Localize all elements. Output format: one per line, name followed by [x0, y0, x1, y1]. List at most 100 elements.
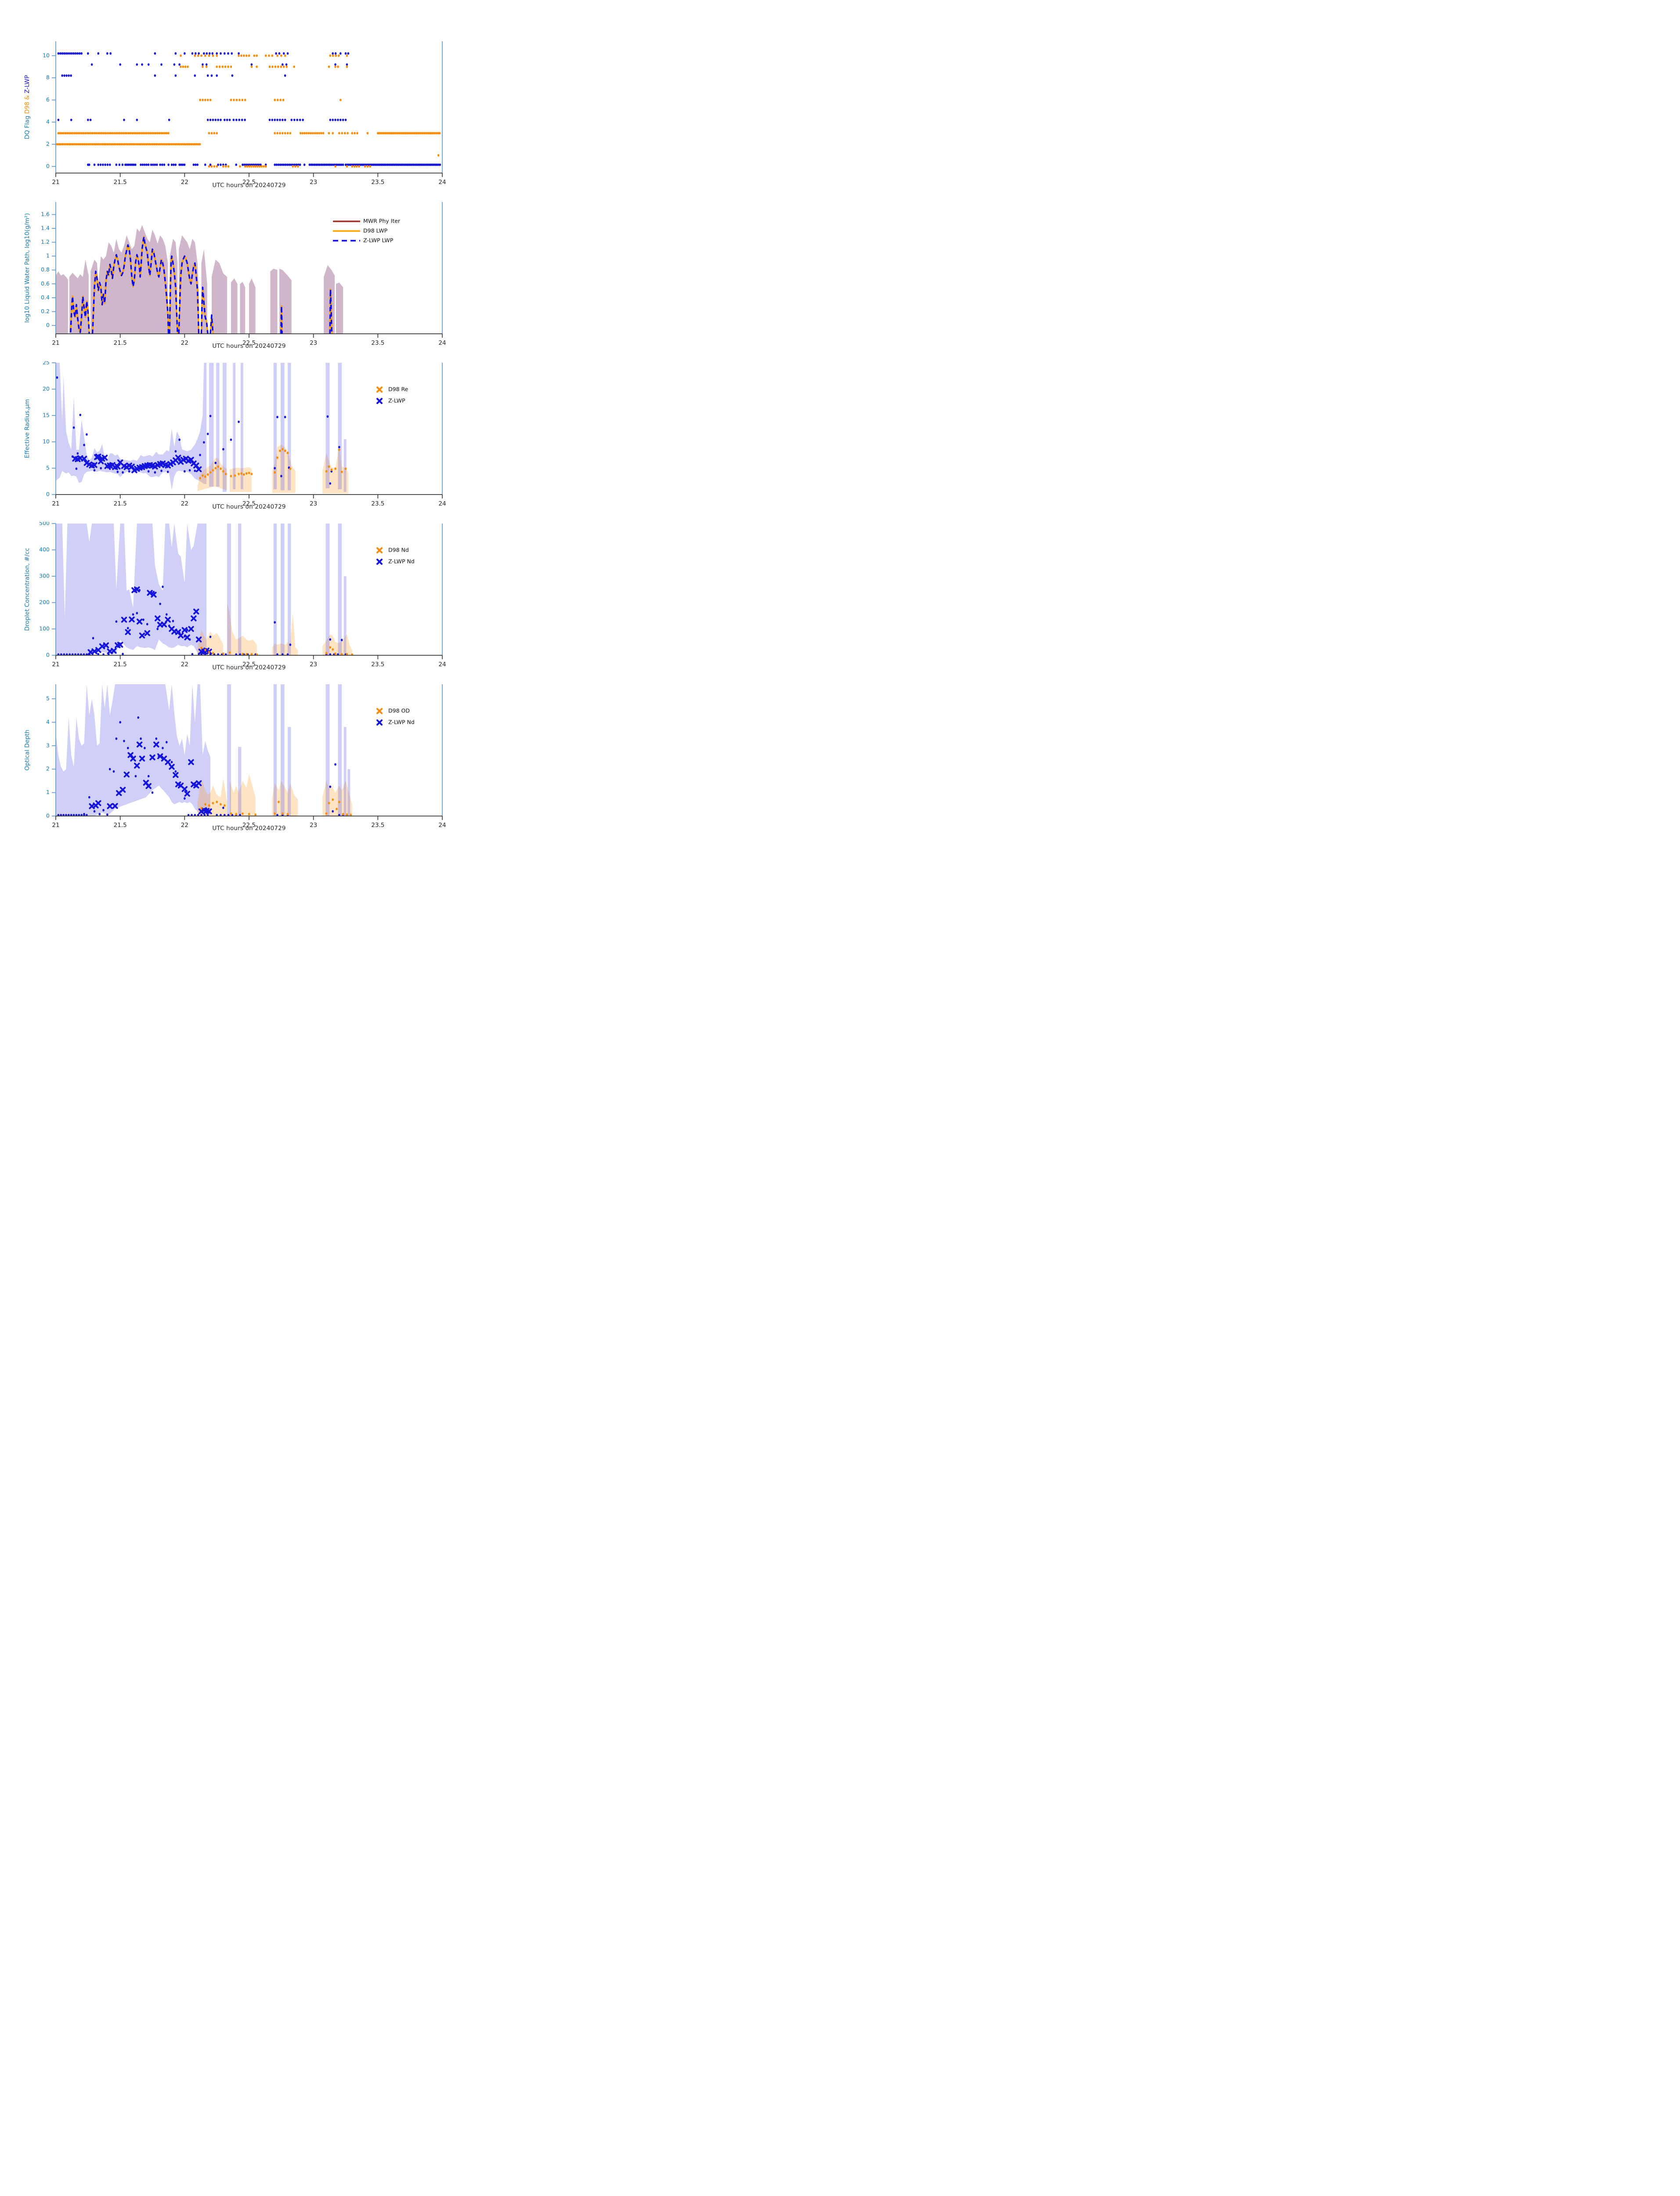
x-tick-label: 22 [181, 822, 188, 829]
axes: 0 5 10 15 20 25 21 21.5 22 22.5 23 23.5 24 [43, 361, 446, 507]
y-tick-label: 0 [46, 163, 50, 169]
axes: 0 100 200 300 400 500 21 21.5 22 22.5 23 23.5 24 [39, 522, 446, 668]
x-tick-label: 23.5 [371, 179, 384, 186]
legend-label: Z-LWP [388, 397, 405, 404]
y-tick-label: 0 [46, 491, 50, 498]
x-tick-label: 22 [181, 340, 188, 347]
y-tick-label: 0.8 [41, 266, 50, 273]
y-tick-label: 8 [46, 74, 50, 81]
x-tick-label: 24 [438, 500, 446, 507]
y-tick-label: 500 [39, 522, 50, 527]
legend-label: D98 LWP [363, 228, 388, 234]
y-tick-label: 100 [39, 625, 50, 632]
legend-label: D98 Nd [388, 547, 409, 553]
legend: D98 OD Z-LWP Nd [376, 708, 415, 726]
y-tick-label: 2 [46, 141, 50, 147]
legend-x-icon [376, 398, 383, 404]
subplot-liquid-water-path: 0 0.2 0.4 0.6 0.8 1 1.2 1.4 1.6 21 21.5 22 22.5 23 23.… [0, 200, 560, 361]
x-tick-label: 23 [310, 661, 317, 668]
markers-d98-nd-pts [200, 646, 353, 655]
plot-area [56, 52, 441, 168]
y-tick-label: 0 [46, 652, 50, 658]
legend-x-icon [376, 559, 383, 565]
x-tick-label: 22.5 [242, 340, 256, 347]
band [56, 524, 207, 655]
markers-z-lwp-nd-pts [57, 585, 347, 655]
legend: D98 Nd Z-LWP Nd [376, 547, 415, 565]
y-tick-label: 6 [46, 96, 50, 103]
subplot-effective-radius: 0 5 10 15 20 25 21 21.5 22 22.5 23 23.5 24 Effective … [0, 361, 560, 522]
subplot-optical-depth: 0 1 2 3 4 5 21 21.5 22 22.5 23 23.5 24 Optical Depth D… [0, 683, 560, 843]
x-tick-label: 21.5 [114, 661, 127, 668]
legend: D98 Re Z-LWP [376, 386, 408, 404]
line-z-lwp-lwp [70, 236, 333, 334]
svg-text:log10 Liquid Water Path, log10: log10 Liquid Water Path, log10(g/m²) [24, 213, 31, 322]
subplot-droplet-concentration: 0 100 200 300 400 500 21 21.5 22 22.5 23 23.5 24 Drop… [0, 522, 560, 683]
x-tick-label: 24 [438, 822, 446, 829]
legend-x-icon [376, 708, 383, 714]
plot-area [56, 225, 343, 334]
x-axis-label: UTC hours on 20240729 [212, 503, 286, 510]
x-axis-label: UTC hours on 20240729 [212, 182, 286, 189]
x-tick-label: 22 [181, 661, 188, 668]
x-tick-label: 23.5 [371, 661, 384, 668]
x-tick-label: 21 [52, 500, 59, 507]
legend-label: D98 OD [388, 708, 410, 714]
x-tick-label: 24 [438, 340, 446, 347]
svg-text:Effective Radius,μm: Effective Radius,μm [24, 399, 31, 459]
legend: MWR Phy Iter D98 LWP Z-LWP LWP [333, 218, 401, 244]
band-columns [227, 524, 347, 655]
y-axis-label: Droplet Concentration, #/cc [24, 548, 31, 631]
y-tick-label: 0.6 [41, 280, 50, 287]
markers-z-lwp-re-pts [56, 376, 340, 485]
y-tick-label: 3 [46, 742, 50, 748]
x-tick-label: 21.5 [114, 340, 127, 347]
y-tick-label: 1 [46, 789, 50, 795]
band [197, 773, 352, 816]
y-tick-label: 10 [43, 52, 50, 58]
liquid-water-path-chart: 0 0.2 0.4 0.6 0.8 1 1.2 1.4 1.6 21 21.5 22 22.5 23 23.… [24, 202, 446, 347]
x-axis-label: UTC hours on 20240729 [212, 343, 286, 350]
x-tick-label: 22.5 [242, 822, 256, 829]
x-tick-label: 24 [438, 661, 446, 668]
markers-z-lwp-nd-x [87, 586, 212, 655]
y-tick-label: 15 [43, 412, 50, 419]
y-tick-label: 0 [46, 322, 50, 329]
y-tick-label: 300 [39, 573, 50, 579]
y-tick-label: 2 [46, 766, 50, 772]
y-tick-label: 1.6 [41, 211, 50, 217]
x-tick-label: 23 [310, 179, 317, 186]
x-tick-label: 22.5 [242, 500, 256, 507]
x-tick-label: 21 [52, 661, 59, 668]
x-tick-label: 23.5 [371, 822, 384, 829]
y-axis-label: Optical Depth [24, 730, 31, 770]
subplot-dq-flag: 0 2 4 6 8 10 21 21.5 22 22.5 23 23.5 24 DQ Flag D98 &… [0, 40, 560, 200]
legend-x-icon [376, 719, 383, 726]
y-tick-label: 1.4 [41, 225, 50, 231]
x-tick-label: 23 [310, 822, 317, 829]
markers-d98-re-pts [199, 448, 347, 480]
droplet-concentration-chart: 0 100 200 300 400 500 21 21.5 22 22.5 23 23.5 24 Drop… [24, 522, 446, 668]
x-tick-label: 21 [52, 179, 59, 186]
y-tick-label: 4 [46, 719, 50, 725]
y-tick-label: 400 [39, 546, 50, 553]
band [197, 444, 348, 494]
legend-label: D98 Re [388, 386, 408, 393]
y-tick-label: 10 [43, 438, 50, 445]
y-tick-label: 0.4 [41, 294, 50, 300]
x-tick-label: 23.5 [371, 340, 384, 347]
x-tick-label: 21.5 [114, 822, 127, 829]
axes: 0 0.2 0.4 0.6 0.8 1 1.2 1.4 1.6 21 21.5 22 22.5 23 23.… [41, 202, 446, 347]
svg-text:Droplet Concentration, #/cc: Droplet Concentration, #/cc [24, 548, 31, 631]
plot-area [56, 524, 353, 655]
x-tick-label: 23 [310, 340, 317, 347]
band [56, 225, 343, 334]
y-axis-label: Effective Radius,μm [24, 399, 31, 459]
y-tick-label: 4 [46, 119, 50, 125]
y-tick-label: 25 [43, 361, 50, 366]
y-tick-label: 5 [46, 695, 50, 702]
legend-label: MWR Phy Iter [363, 218, 401, 224]
